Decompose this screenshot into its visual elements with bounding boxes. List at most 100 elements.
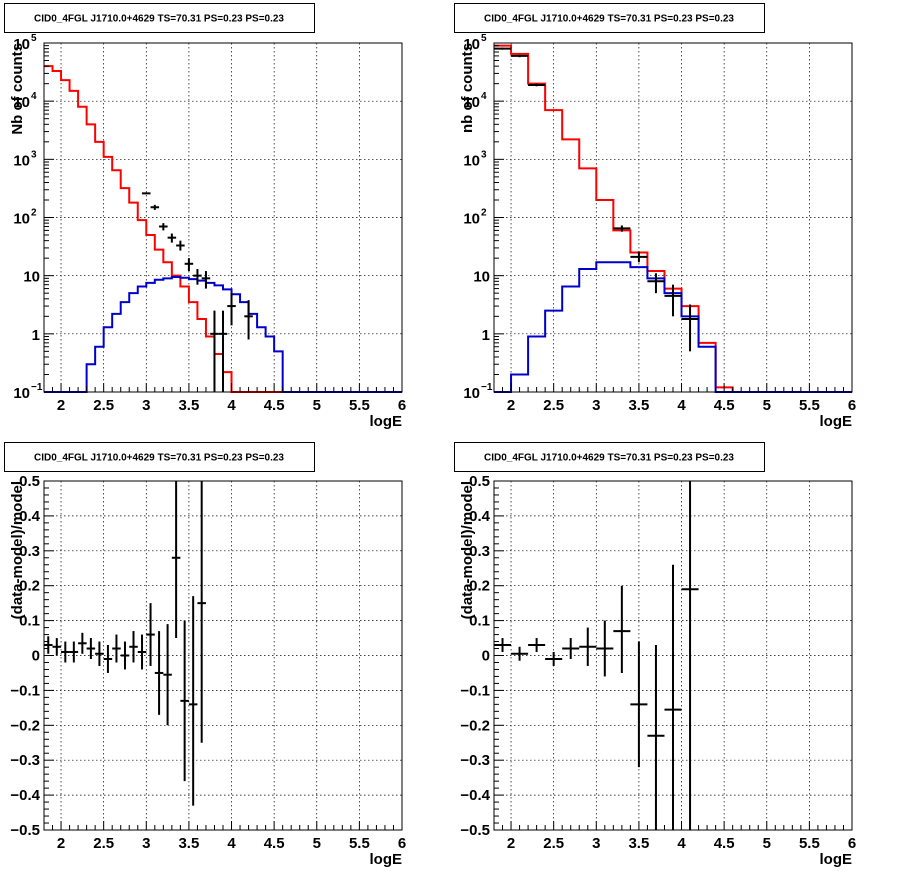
x-tick-label: 6 (848, 835, 856, 852)
data-point (78, 632, 87, 654)
x-tick-label: 6 (398, 835, 406, 852)
x-tick-label: 4.5 (714, 397, 735, 414)
data-point (630, 251, 648, 263)
y-tick-label: 10 5 (13, 33, 37, 53)
y-axis-label: (data-model)/model (9, 481, 26, 619)
y-tick-label: −0.5 (460, 822, 490, 839)
y-tick-label: 0 (32, 648, 40, 665)
y-tick-label: 10 4 (13, 91, 37, 111)
y-tick-base: 10 (473, 269, 490, 286)
model-histogram-red (494, 44, 852, 393)
data-point (184, 258, 194, 272)
y-tick-label: 0.3 (19, 543, 40, 560)
y-tick-exponent: −1 (481, 382, 493, 393)
y-tick-exponent: 4 (481, 91, 487, 102)
y-tick-label: 10 4 (463, 91, 487, 111)
y-tick-exponent: 2 (31, 208, 37, 219)
x-tick-label: 5.5 (349, 835, 370, 852)
data-point (69, 641, 79, 663)
data-point (188, 596, 198, 806)
x-tick-label: 2 (57, 397, 65, 414)
data-point (528, 83, 546, 87)
x-tick-label: 5.5 (349, 397, 370, 414)
y-tick-label: 0.4 (19, 508, 41, 525)
y-tick-label: −0.4 (10, 787, 40, 804)
y-tick-label: 1 (482, 327, 490, 344)
y-tick-exponent: 3 (31, 149, 37, 160)
title-box (454, 442, 765, 472)
x-tick-label: 4 (677, 835, 686, 852)
x-tick-label: 5.5 (799, 397, 820, 414)
y-tick-exponent: 3 (481, 149, 487, 160)
x-tick-label: 5 (763, 397, 771, 414)
x-tick-label: 4 (227, 397, 236, 414)
data-point (180, 620, 189, 782)
plot-panel-4: CID0_4FGL J1710.0+4629 TS=70.31 PS=0.23 … (454, 442, 856, 868)
data-point (494, 638, 512, 653)
y-tick-label: 0.5 (19, 473, 40, 490)
x-tick-label: 4.5 (264, 397, 285, 414)
x-tick-label: 6 (848, 397, 856, 414)
title-box (4, 442, 315, 472)
plot-title: CID0_4FGL J1710.0+4629 TS=70.31 PS=0.23 … (34, 14, 284, 25)
y-tick-label: −0.5 (10, 822, 40, 839)
data-point (647, 273, 665, 294)
data-point (171, 481, 181, 639)
y-tick-label: −0.2 (10, 717, 40, 734)
x-axis-label: logE (370, 413, 403, 430)
data-point (681, 481, 699, 830)
y-tick-label: 0.2 (469, 578, 490, 595)
y-tick-base: 10 (13, 152, 30, 169)
x-tick-label: 4 (677, 397, 686, 414)
data-point (210, 310, 219, 392)
data-point (176, 240, 185, 251)
x-tick-label: 3 (142, 397, 150, 414)
x-tick-label: 5.5 (799, 835, 820, 852)
x-tick-label: 2.5 (543, 835, 564, 852)
data-point (52, 638, 62, 656)
x-tick-label: 2 (57, 835, 65, 852)
y-tick-base: 10 (463, 211, 480, 228)
y-tick-exponent: 5 (31, 33, 37, 44)
data-point (511, 646, 529, 661)
data-point (137, 634, 147, 670)
y-tick-exponent: 4 (31, 91, 37, 102)
x-tick-label: 2.5 (93, 835, 114, 852)
y-tick-label: −0.2 (460, 717, 490, 734)
y-tick-label: −0.1 (10, 682, 40, 699)
x-tick-label: 3.5 (628, 397, 649, 414)
data-point (197, 481, 206, 743)
data-point (154, 631, 164, 715)
y-tick-base: 10 (13, 94, 30, 111)
y-axis-label: (data-model)/model (459, 481, 476, 619)
x-tick-label: 3.5 (178, 397, 199, 414)
x-tick-label: 2.5 (93, 397, 114, 414)
y-tick-label: 0.1 (19, 613, 40, 630)
data-point (664, 284, 682, 317)
y-tick-label: 10 −1 (463, 382, 493, 402)
y-tick-label: 0 (482, 648, 490, 665)
y-tick-label: 10 2 (13, 208, 37, 228)
data-point (103, 645, 113, 673)
x-tick-label: 3.5 (628, 835, 649, 852)
data-point (218, 310, 228, 392)
y-tick-label: −0.4 (460, 787, 490, 804)
y-tick-base: 10 (23, 269, 40, 286)
y-axis-label: Nb of counts (9, 43, 26, 135)
y-tick-label: 0.1 (469, 613, 490, 630)
plot-panel-3: CID0_4FGL J1710.0+4629 TS=70.31 PS=0.23 … (4, 442, 406, 868)
y-tick-label: −0.3 (460, 752, 490, 769)
data-point (163, 624, 172, 726)
title-box (4, 3, 315, 33)
data-point (244, 300, 253, 340)
plot-panel-1: CID0_4FGL J1710.0+4629 TS=70.31 PS=0.23 … (4, 3, 406, 430)
plot-panel-2: CID0_4FGL J1710.0+4629 TS=70.31 PS=0.23 … (454, 3, 856, 430)
y-tick-label: 10 (23, 269, 40, 286)
data-point (150, 204, 160, 210)
x-tick-label: 4.5 (714, 835, 735, 852)
y-tick-label: 10 2 (463, 208, 487, 228)
data-point (664, 564, 682, 830)
x-tick-label: 4 (227, 835, 236, 852)
data-point (613, 225, 631, 232)
x-tick-label: 5 (763, 835, 771, 852)
